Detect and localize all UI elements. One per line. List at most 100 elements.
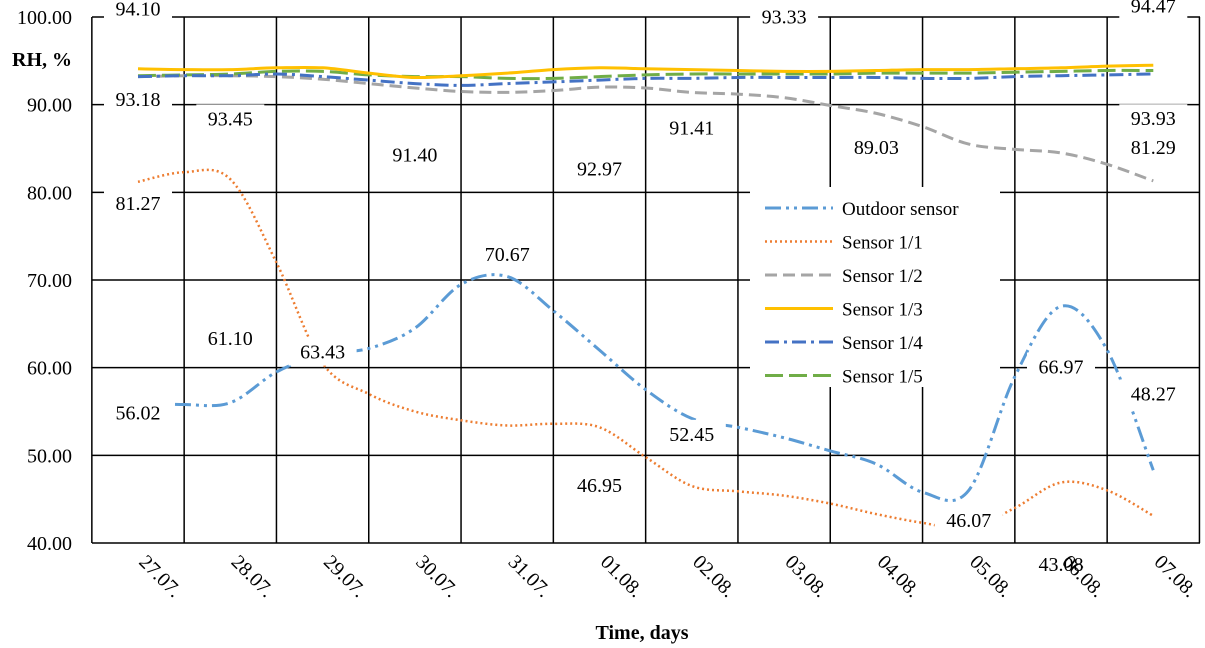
x-tick-label: 03.08. bbox=[781, 551, 832, 602]
x-axis-title: Time, days bbox=[596, 622, 689, 644]
data-label-bg bbox=[1119, 104, 1188, 133]
y-tick-label: 100.00 bbox=[17, 7, 72, 29]
data-label-bg bbox=[104, 189, 172, 218]
data-label-bg bbox=[104, 84, 172, 113]
data-label-text: 94.47 bbox=[1131, 0, 1176, 17]
data-label-text: 94.10 bbox=[116, 0, 161, 21]
x-tick-label: 05.08. bbox=[965, 551, 1016, 602]
data-label: 46.07 bbox=[934, 505, 1003, 534]
x-tick-label: 02.08. bbox=[688, 551, 739, 602]
data-label-bg bbox=[380, 140, 449, 169]
data-label-text: 48.27 bbox=[1131, 383, 1176, 405]
y-tick-label: 60.00 bbox=[27, 358, 72, 380]
y-tick-label: 80.00 bbox=[27, 182, 72, 204]
series-line-2 bbox=[137, 74, 1154, 183]
data-label-text: 81.29 bbox=[1131, 137, 1176, 159]
data-label: 92.97 bbox=[565, 154, 634, 183]
data-label-bg bbox=[104, 0, 172, 23]
data-label: 81.29 bbox=[1119, 133, 1188, 162]
data-label-bg bbox=[657, 419, 726, 448]
data-label: 93.93 bbox=[1119, 104, 1188, 133]
data-label: 61.10 bbox=[196, 324, 265, 353]
data-label: 48.27 bbox=[1119, 379, 1188, 408]
data-label-bg bbox=[565, 471, 634, 500]
legend-label: Sensor 1/5 bbox=[842, 367, 923, 388]
data-label-text: 52.45 bbox=[669, 424, 714, 446]
data-label-bg bbox=[104, 398, 172, 427]
data-label-bg bbox=[196, 104, 265, 133]
data-label-bg bbox=[1027, 352, 1095, 381]
y-tick-label: 70.00 bbox=[27, 270, 72, 292]
data-label: 93.33 bbox=[750, 2, 819, 31]
data-label-text: 93.18 bbox=[116, 89, 161, 111]
legend-box bbox=[750, 187, 1000, 387]
y-tick-label: 40.00 bbox=[27, 533, 72, 555]
data-label: 91.40 bbox=[380, 140, 449, 169]
data-label-bg bbox=[934, 505, 1003, 534]
y-axis-title: RH, % bbox=[12, 49, 72, 71]
x-tick-label: 28.07. bbox=[227, 551, 278, 602]
y-tick-label: 50.00 bbox=[27, 445, 72, 467]
data-label: 63.43 bbox=[288, 337, 357, 366]
legend: Outdoor sensor Sensor 1/1 Sensor 1/2 Sensor… bbox=[750, 187, 1000, 388]
data-label-bg bbox=[565, 154, 634, 183]
legend-item: Sensor 1/5 bbox=[765, 367, 923, 388]
data-label-text: 81.27 bbox=[116, 193, 161, 215]
legend-item: Outdoor sensor bbox=[765, 199, 959, 220]
legend-item: Sensor 1/4 bbox=[765, 333, 923, 354]
data-label: 94.47 bbox=[1119, 0, 1188, 20]
data-label: 52.45 bbox=[657, 419, 726, 448]
data-label: 66.97 bbox=[1027, 352, 1095, 381]
series-line-4 bbox=[137, 72, 1154, 87]
legend-label: Sensor 1/2 bbox=[842, 266, 923, 287]
data-label-text: 91.41 bbox=[669, 117, 714, 139]
data-label-text: 66.97 bbox=[1039, 357, 1084, 379]
data-label: 56.02 bbox=[104, 398, 172, 427]
data-label-text: 70.67 bbox=[485, 244, 530, 266]
data-label: 70.67 bbox=[473, 240, 542, 269]
legend-item: Sensor 1/2 bbox=[765, 266, 923, 287]
data-label: 93.45 bbox=[196, 104, 265, 133]
data-label-bg bbox=[750, 2, 819, 31]
legend-item: Sensor 1/3 bbox=[765, 300, 923, 321]
series-line-3 bbox=[137, 63, 1154, 80]
data-label-text: 93.33 bbox=[762, 6, 807, 28]
legend-label: Sensor 1/4 bbox=[842, 333, 923, 354]
legend-label: Outdoor sensor bbox=[842, 199, 959, 220]
series-line-5 bbox=[137, 68, 1154, 81]
data-label: 89.03 bbox=[842, 133, 911, 162]
data-label: 46.95 bbox=[565, 471, 634, 500]
x-tick-label: 30.07. bbox=[411, 551, 462, 602]
data-label: 91.41 bbox=[657, 113, 726, 142]
x-tick-label: 04.08. bbox=[873, 551, 924, 602]
data-label-text: 91.40 bbox=[392, 144, 437, 166]
y-axis-ticks: 40.00 50.00 60.00 70.00 80.00 90.00 100.00 bbox=[17, 7, 72, 555]
gridlines bbox=[91, 16, 1201, 544]
data-label-bg bbox=[288, 337, 357, 366]
data-label-text: 61.10 bbox=[208, 328, 253, 350]
data-label-bg bbox=[1119, 133, 1188, 162]
x-tick-label: 27.07. bbox=[134, 551, 185, 602]
y-tick-label: 90.00 bbox=[27, 95, 72, 117]
legend-label: Sensor 1/3 bbox=[842, 300, 923, 321]
legend-item: Sensor 1/1 bbox=[765, 233, 923, 254]
data-label: 43.08 bbox=[1027, 549, 1095, 578]
data-label-text: 43.08 bbox=[1039, 554, 1084, 576]
x-tick-label: 29.07. bbox=[319, 551, 370, 602]
data-label-bg bbox=[842, 133, 911, 162]
data-label-bg bbox=[657, 113, 726, 142]
data-label-bg bbox=[196, 324, 265, 353]
data-label-bg bbox=[1027, 549, 1095, 578]
data-label-text: 46.95 bbox=[577, 475, 622, 497]
data-label: 93.18 bbox=[104, 84, 172, 113]
data-label-bg bbox=[473, 240, 542, 269]
data-label-text: 93.93 bbox=[1131, 108, 1176, 130]
data-label-text: 63.43 bbox=[300, 342, 345, 364]
data-label-bg bbox=[1119, 379, 1188, 408]
legend-label: Sensor 1/1 bbox=[842, 233, 923, 254]
data-label: 81.27 bbox=[104, 189, 172, 218]
data-labels: 94.10 93.18 81.27 56.02 93.45 61.10 63.43 91.40… bbox=[104, 0, 1188, 578]
x-tick-label: 07.08. bbox=[1150, 551, 1201, 602]
data-label-text: 89.03 bbox=[854, 137, 899, 159]
